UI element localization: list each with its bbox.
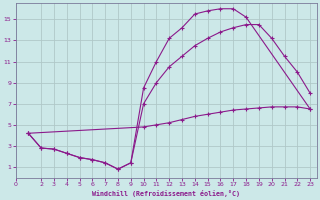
- X-axis label: Windchill (Refroidissement éolien,°C): Windchill (Refroidissement éolien,°C): [92, 190, 240, 197]
